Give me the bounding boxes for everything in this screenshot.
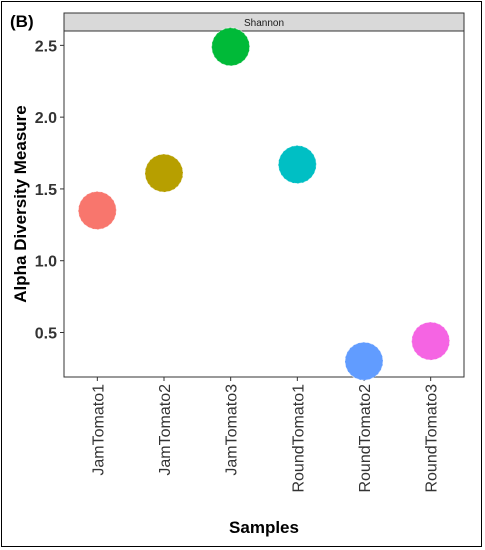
x-axis-title: Samples: [229, 518, 299, 537]
y-tick-label: 1.5: [35, 182, 57, 199]
data-point-roundtomato2: [344, 341, 384, 381]
data-point-jamtomato3: [211, 27, 251, 67]
y-tick-label: 0.5: [35, 325, 57, 342]
x-tick-label: JamTomato1: [90, 384, 107, 476]
x-tick-label: JamTomato2: [157, 384, 174, 476]
plot-panel: [63, 30, 465, 378]
data-point-roundtomato3: [411, 321, 451, 361]
data-point-jamtomato1: [77, 190, 117, 230]
data-point-jamtomato2: [144, 153, 184, 193]
x-tick-label: RoundTomato2: [357, 384, 374, 493]
x-axis: JamTomato1 JamTomato2 JamTomato3 RoundTomat…: [90, 377, 441, 493]
facet-label: Shannon: [244, 18, 284, 29]
y-axis: 0.5 1.0 1.5 2.0 2.5: [35, 38, 64, 342]
x-tick-label: RoundTomato1: [290, 384, 307, 493]
y-tick-label: 1.0: [35, 254, 57, 271]
y-tick-label: 2.0: [35, 110, 57, 127]
x-tick-label: RoundTomato3: [424, 384, 441, 493]
data-point-roundtomato1: [277, 145, 317, 185]
y-tick-label: 2.5: [35, 38, 57, 55]
y-axis-title: Alpha Diversity Measure: [11, 105, 30, 302]
data-points: [77, 27, 451, 381]
panel-label: (B): [10, 12, 34, 31]
x-tick-label: JamTomato3: [224, 384, 241, 476]
